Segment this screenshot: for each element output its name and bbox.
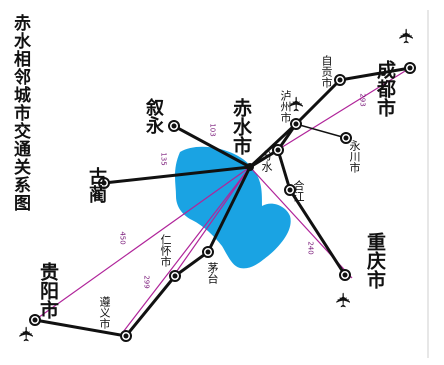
rail-to-guiyang	[34, 166, 251, 321]
city-marker-yongchuan	[340, 132, 352, 144]
road-chengdu-luzhou	[248, 66, 412, 169]
label-hejiang: 合江	[292, 180, 305, 202]
road-to-yongchuan	[295, 123, 347, 139]
lake-shape	[175, 146, 291, 269]
distance-to-xuyong: 103	[208, 123, 217, 137]
city-marker-chongqing	[339, 269, 351, 281]
label-zunyi: 遵义市	[98, 296, 111, 329]
label-fenshui: 分水	[260, 150, 273, 172]
city-marker-chishui	[246, 163, 254, 171]
city-markers	[29, 62, 416, 342]
city-marker-zunyi	[120, 330, 132, 342]
label-chongqing: 重庆市	[364, 232, 386, 289]
city-marker-xuyong	[168, 120, 180, 132]
airplane-icon: ✈	[15, 326, 39, 343]
label-renhuai: 仁怀市	[159, 234, 172, 267]
distance-to-chongqing: 240	[306, 241, 315, 255]
city-marker-fenshui	[272, 144, 284, 156]
label-yongchuan: 永川市	[348, 140, 361, 173]
distance-to-gulin: 135	[159, 152, 168, 166]
label-guiyang: 贵阳市	[37, 262, 59, 319]
airplane-icon: ✈	[332, 292, 356, 309]
city-marker-luzhou	[290, 118, 302, 130]
label-zigong: 自贡市	[320, 55, 333, 88]
label-xuyong: 叙永	[143, 98, 164, 134]
city-marker-guiyang	[29, 314, 41, 326]
label-chishui: 赤水市	[230, 98, 252, 155]
city-marker-zigong	[334, 74, 346, 86]
city-marker-hejiang	[284, 184, 296, 196]
distance-to-renhuai: 299	[142, 275, 151, 289]
city-marker-chengdu	[404, 62, 416, 74]
airplane-icon: ✈	[285, 96, 309, 113]
city-marker-gulin	[98, 177, 110, 189]
distance-to-chengdu: 293	[358, 93, 367, 107]
map-title: 赤水相邻城市交通关系图	[10, 14, 30, 212]
label-luzhou: 泸州市	[279, 90, 292, 123]
rail-to-zunyi	[119, 166, 251, 337]
label-chengdu: 成都市	[374, 60, 396, 117]
rail-to-renhuai	[171, 166, 251, 279]
distance-to-guiyang: 450	[118, 231, 127, 245]
label-maotai: 茅台	[206, 262, 219, 284]
city-marker-maotai	[202, 246, 214, 258]
airplane-icon: ✈	[395, 28, 419, 45]
road-to-xuyong	[172, 124, 252, 169]
city-marker-renhuai	[169, 270, 181, 282]
label-gulin: 古蔺	[86, 167, 107, 203]
airplanes: ✈ ✈ ✈ ✈	[15, 28, 419, 343]
road-to-gulin	[102, 165, 252, 185]
